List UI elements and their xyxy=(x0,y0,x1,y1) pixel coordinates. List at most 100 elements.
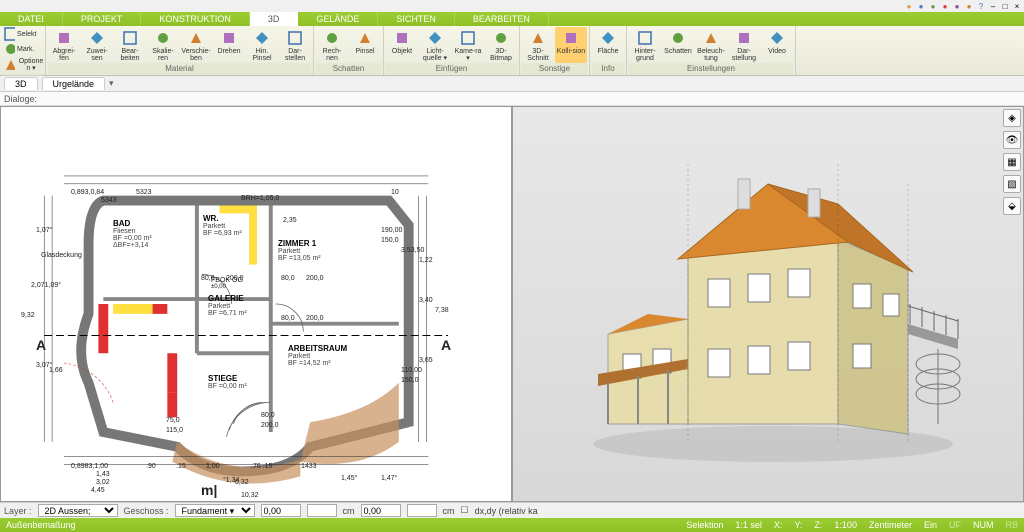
tool-video[interactable]: Video xyxy=(761,27,793,63)
tb-icon-5[interactable]: ● xyxy=(964,1,974,11)
tool-label: Objekt xyxy=(392,48,412,55)
annotation: 3,53,50 xyxy=(401,247,424,254)
coord-x2[interactable] xyxy=(307,504,337,517)
maximize-icon[interactable]: □ xyxy=(1000,1,1010,11)
ribbon-group-einfügen: Objekt Licht-quelle ▾Kame-ra ▾3D-BitmapEi… xyxy=(384,26,520,75)
annotation: 1433 xyxy=(301,463,317,470)
tool-fl-che[interactable]: Fläche xyxy=(592,27,624,63)
annotation: 0,893,0,84 xyxy=(71,189,104,196)
layer-label: Layer : xyxy=(4,506,32,516)
tool-kolli-sion[interactable]: Kolli-sion xyxy=(555,27,587,63)
status-unit: Zentimeter xyxy=(869,520,912,530)
annotation: 1,45° xyxy=(341,475,357,482)
tool-bear-beiten[interactable]: Bear-beiten xyxy=(114,27,146,63)
tool-zuwei-sen[interactable]: Zuwei-sen xyxy=(81,27,113,63)
annotation: 2,071,09° xyxy=(31,282,61,289)
ribbon-group-material: Abgrei-fenZuwei-senBear-beitenSkalie-ren… xyxy=(46,26,314,75)
floorplan-pane[interactable]: BADFliesenBF =0,00 m²ΔBF=+3,14WR.Parkett… xyxy=(0,106,512,502)
annotation: 1,43 xyxy=(96,471,110,478)
status-num: NUM xyxy=(973,520,994,530)
tool-icon xyxy=(54,28,74,48)
room-area: BF =6,93 m² xyxy=(203,230,242,237)
coord-x[interactable] xyxy=(261,504,301,517)
tool-label: Drehen xyxy=(218,48,241,55)
status-sel-val: 1:1 sel xyxy=(735,520,762,530)
menu-bearbeiten[interactable]: BEARBEITEN xyxy=(455,12,549,26)
tool-optionen-[interactable]: Optionen ▾ xyxy=(2,57,46,73)
tool-dar-stellen[interactable]: Dar-stellen xyxy=(279,27,311,63)
tool-skalie-ren[interactable]: Skalie-ren xyxy=(147,27,179,63)
menu-datei[interactable]: DATEI xyxy=(0,12,63,26)
coord-y[interactable] xyxy=(361,504,401,517)
tool-label: Skalie-ren xyxy=(148,48,178,62)
menu-projekt[interactable]: PROJEKT xyxy=(63,12,142,26)
tb-icon-2[interactable]: ● xyxy=(928,1,938,11)
annotation: 200,0 xyxy=(306,315,324,322)
tool-objekt[interactable]: Objekt xyxy=(386,27,418,63)
materials-icon[interactable]: ▦ xyxy=(1003,153,1021,171)
tb-icon-3[interactable]: ● xyxy=(940,1,950,11)
tool-icon xyxy=(425,28,445,48)
tool-icon xyxy=(120,28,140,48)
annotation: 1,47° xyxy=(381,475,397,482)
tool-pinsel[interactable]: Pinsel xyxy=(349,27,381,63)
tool-drehen[interactable]: Drehen xyxy=(213,27,245,63)
tool-icon xyxy=(668,28,688,48)
tb-icon-1[interactable]: ● xyxy=(916,1,926,11)
tool-label: 3D-Bitmap xyxy=(486,48,516,62)
tool-label: Dar-stellen xyxy=(280,48,310,62)
tool-rech-nen[interactable]: Rech-nen xyxy=(316,27,348,63)
tool-label: Video xyxy=(768,48,786,55)
tool-hinter-grund[interactable]: Hinter-grund xyxy=(629,27,661,63)
tool-kame-ra-[interactable]: Kame-ra ▾ xyxy=(452,27,484,63)
tool-licht-quelle-[interactable]: Licht-quelle ▾ xyxy=(419,27,451,63)
tool-dar-stellung[interactable]: Dar-stellung xyxy=(728,27,760,63)
menu-gelaende[interactable]: GELÄNDE xyxy=(298,12,378,26)
annotation: 150,0 xyxy=(381,237,399,244)
close-icon[interactable]: × xyxy=(1012,1,1022,11)
tool-selekt[interactable]: Selekt xyxy=(2,27,46,41)
tab-urgelaende[interactable]: Urgelände xyxy=(42,77,106,90)
geschoss-select[interactable]: Fundament ▾ xyxy=(175,504,255,517)
annotation: 5323 xyxy=(136,189,152,196)
tool-beleuch-tung[interactable]: Beleuch-tung xyxy=(695,27,727,63)
checkbox-icon[interactable]: ☐ xyxy=(461,505,469,516)
tool-abgrei-fen[interactable]: Abgrei-fen xyxy=(48,27,80,63)
tree-icon[interactable]: ⬙ xyxy=(1003,197,1021,215)
dxdy-label: dx,dy (relativ ka xyxy=(475,506,538,516)
tool-mark-[interactable]: Mark. xyxy=(2,42,46,56)
tool--d-schnitt[interactable]: 3D-Schnitt xyxy=(522,27,554,63)
3d-pane[interactable]: ◈ 👁 ▦ ▧ ⬙ xyxy=(512,106,1024,502)
menu-konstruktion[interactable]: KONSTRUKTION xyxy=(141,12,250,26)
annotation: 1,07° xyxy=(36,227,52,234)
tab-dropdown-icon[interactable]: ▾ xyxy=(109,78,114,89)
visibility-icon[interactable]: 👁 xyxy=(1003,131,1021,149)
bottom-bar: Layer : 2D Aussen; Geschoss : Fundament … xyxy=(0,502,1024,518)
help-icon[interactable]: ? xyxy=(976,1,986,11)
tool-label: Dar-stellung xyxy=(729,48,759,62)
room-name: GALERIE xyxy=(208,294,247,303)
annotation: 9,32 xyxy=(21,312,35,319)
tool--d-bitmap[interactable]: 3D-Bitmap xyxy=(485,27,517,63)
palette-icon[interactable]: ▧ xyxy=(1003,175,1021,193)
tab-3d[interactable]: 3D xyxy=(4,77,38,90)
annotation: °1,34 xyxy=(223,477,239,484)
tool-verschie-ben[interactable]: Verschie-ben xyxy=(180,27,212,63)
room-area: BF =13,05 m² xyxy=(278,255,321,262)
ribbon-group-label: Einfügen xyxy=(386,63,517,74)
ribbon-group-label: Sonstige xyxy=(522,63,587,74)
layer-select[interactable]: 2D Aussen; xyxy=(38,504,118,517)
tool-hin-pinsel[interactable]: Hin. Pinsel xyxy=(246,27,278,63)
annotation: 110,00 xyxy=(401,367,422,374)
tb-icon-4[interactable]: ● xyxy=(952,1,962,11)
status-ein: Ein xyxy=(924,520,937,530)
minimize-icon[interactable]: – xyxy=(988,1,998,11)
tb-icon-0[interactable]: ● xyxy=(904,1,914,11)
coord-y2[interactable] xyxy=(407,504,437,517)
tool-label: Pinsel xyxy=(355,48,374,55)
menu-sichten[interactable]: SICHTEN xyxy=(378,12,455,26)
layers-icon[interactable]: ◈ xyxy=(1003,109,1021,127)
menu-3d[interactable]: 3D xyxy=(250,12,299,26)
ribbon-group-label: Einstellungen xyxy=(629,63,793,74)
tool-schatten[interactable]: Schatten xyxy=(662,27,694,63)
